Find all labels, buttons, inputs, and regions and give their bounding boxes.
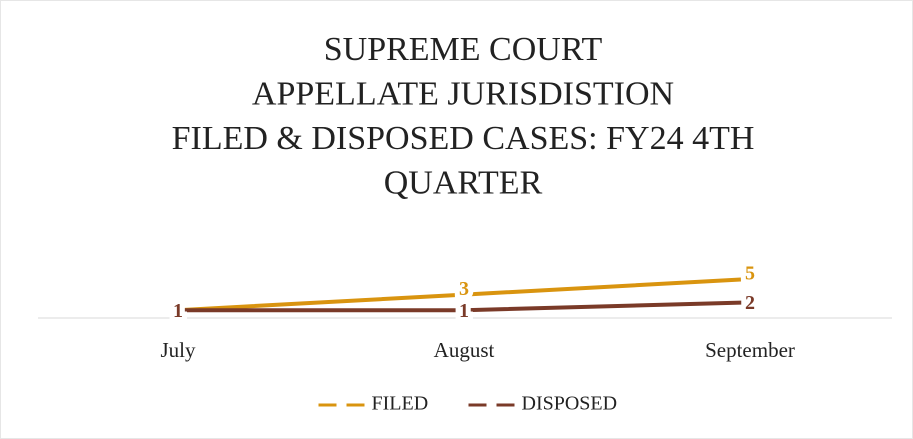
data-label: 1 [459,300,469,322]
x-tick-label: August [434,338,495,362]
series-line [178,300,751,313]
chart-title: SUPREME COURT [324,31,603,68]
data-label: 1 [173,300,183,322]
data-label: 2 [745,292,755,314]
chart-title: QUARTER [384,164,543,201]
data-label: 5 [745,263,755,285]
chart-title: FILED & DISPOSED CASES: FY24 4TH [172,120,755,157]
series-line [177,277,751,313]
x-tick-label: September [705,338,795,362]
data-label: 3 [459,278,469,300]
legend-label: FILED [372,393,429,415]
legend-label: DISPOSED [522,393,618,415]
chart-title: APPELLATE JURISDISTION [252,75,674,112]
x-tick-label: July [160,338,196,362]
